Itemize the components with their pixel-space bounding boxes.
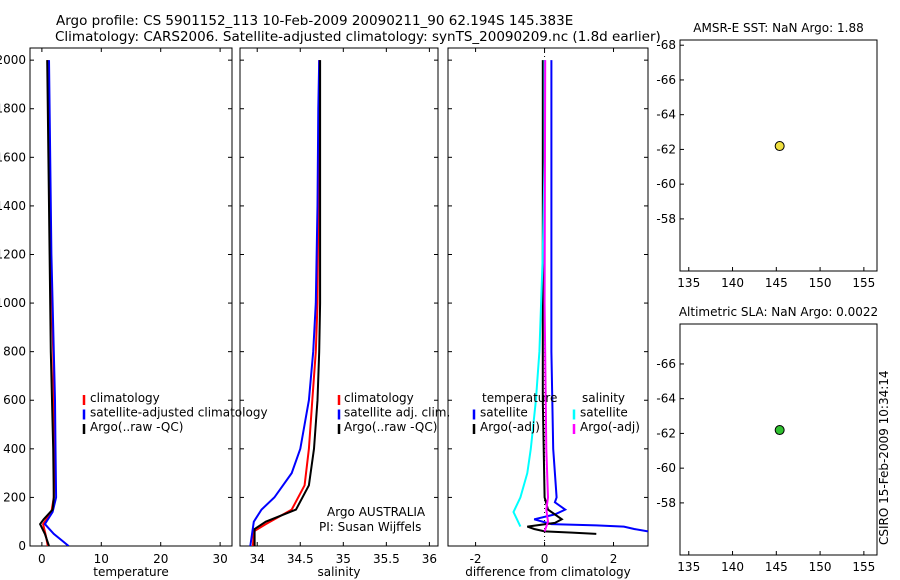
sst-map-xtick-label: 155 <box>852 276 875 290</box>
sst-map-ytick-label: -68 <box>656 38 676 52</box>
difference-legend-temperature-entry: Argo(-adj) <box>480 420 540 434</box>
sst-map-xtick-label: 150 <box>809 276 832 290</box>
figure-title-line1: Argo profile: CS 5901152_113 10-Feb-2009… <box>56 13 574 29</box>
difference-legend-salinity-entry: salinity <box>582 391 625 405</box>
temperature-ytick-label: 200 <box>3 490 26 504</box>
temperature-ytick-label: 1000 <box>0 296 26 310</box>
temperature-xtick-label: 30 <box>212 552 227 566</box>
temperature-ytick-label: 1800 <box>0 102 26 116</box>
sst-map-ytick-label: -58 <box>656 212 676 226</box>
salinity-xtick-label: 36 <box>422 552 437 566</box>
sla-map-ytick-label: -58 <box>656 496 676 510</box>
difference-xtick-label: 0 <box>541 552 549 566</box>
sla-map-xtick-label: 140 <box>721 560 744 574</box>
credit-stamp: CSIRO 15-Feb-2009 10:34:14 <box>877 370 891 545</box>
sla-map-ytick-label: -62 <box>656 426 676 440</box>
sla-map-ytick-label: -60 <box>656 461 676 475</box>
temperature-ytick-label: 0 <box>18 539 26 553</box>
salinity-legend-entry: Argo(..raw -QC) <box>344 420 437 434</box>
salinity-annotation-institution: Argo AUSTRALIA <box>327 505 426 519</box>
sst-map-xtick-label: 145 <box>765 276 788 290</box>
temperature-xtick-label: 10 <box>94 552 109 566</box>
temperature-series-group <box>38 60 70 546</box>
temperature-panel-frame <box>29 47 233 547</box>
sst-map-ytick-label: -62 <box>656 142 676 156</box>
salinity-legend-entry: climatology <box>344 391 414 405</box>
salinity-legend-entry: satellite adj. clim. <box>344 406 450 420</box>
salinity-series-line <box>249 60 321 546</box>
temperature-series-line <box>43 60 70 546</box>
temperature-xtick-label: 0 <box>38 552 46 566</box>
difference-xtick-label: 2 <box>610 552 618 566</box>
salinity-annotation-pi: PI: Susan Wijffels <box>319 520 421 534</box>
sla-map-xtick-label: 145 <box>765 560 788 574</box>
difference-series-group <box>512 60 648 535</box>
sst-map-ytick-label: -64 <box>656 108 676 122</box>
sla-map-ytick-label: -64 <box>656 392 676 406</box>
sla-map-xtick-label: 155 <box>852 560 875 574</box>
salinity-series-group <box>249 60 322 546</box>
salinity-xtick-label: 34 <box>250 552 265 566</box>
sst-map-frame <box>679 39 878 272</box>
sst-map-xtick-label: 140 <box>721 276 744 290</box>
salinity-xtick-label: 35 <box>336 552 351 566</box>
temperature-xtick-label: 20 <box>153 552 168 566</box>
sla-map-ytick-label: -66 <box>656 357 676 371</box>
sst-map-title: AMSR-E SST: NaN Argo: 1.88 <box>693 21 863 35</box>
temperature-ytick-label: 600 <box>3 393 26 407</box>
difference-series-line <box>543 60 550 532</box>
salinity-panel-frame <box>239 47 439 547</box>
salinity-xtick-label: 34.5 <box>287 552 314 566</box>
temperature-ytick-label: 1200 <box>0 247 26 261</box>
temperature-xlabel: temperature <box>93 565 168 579</box>
sst-map-xtick-label: 135 <box>677 276 700 290</box>
difference-legend-temperature-entry: satellite <box>480 406 528 420</box>
salinity-xtick-label: 35.5 <box>373 552 400 566</box>
difference-legend-salinity-entry: Argo(-adj) <box>580 420 640 434</box>
salinity-series-line <box>251 60 321 546</box>
temperature-ytick-label: 1400 <box>0 199 26 213</box>
figure-title-line2: Climatology: CARS2006. Satellite-adjuste… <box>55 29 661 45</box>
difference-legend-temperature-entry: temperature <box>482 391 557 405</box>
difference-series-line <box>512 60 546 528</box>
salinity-series-line <box>253 60 322 546</box>
temperature-ytick-label: 800 <box>3 345 26 359</box>
difference-xlabel: difference from climatology <box>465 565 631 579</box>
temperature-legend-entry: climatology <box>90 391 160 405</box>
temperature-legend-entry: Argo(..raw -QC) <box>90 420 183 434</box>
sla-map-xtick-label: 150 <box>809 560 832 574</box>
difference-xtick-label: -2 <box>470 552 482 566</box>
temperature-ytick-label: 1600 <box>0 150 26 164</box>
sst-map-float-marker <box>774 141 785 152</box>
temperature-series-line <box>38 60 55 546</box>
sla-map-frame <box>679 323 878 556</box>
temperature-legend-entry: satellite-adjusted climatology <box>90 406 268 420</box>
difference-legend-salinity-entry: satellite <box>580 406 628 420</box>
difference-panel-frame <box>447 47 649 547</box>
sla-map-title: Altimetric SLA: NaN Argo: 0.0022 <box>679 305 878 319</box>
salinity-xlabel: salinity <box>317 565 360 579</box>
sst-map-ytick-label: -66 <box>656 73 676 87</box>
sla-map-float-marker <box>774 425 785 436</box>
sla-map-xtick-label: 135 <box>677 560 700 574</box>
sst-map-ytick-label: -60 <box>656 177 676 191</box>
temperature-ytick-label: 2000 <box>0 53 26 67</box>
temperature-ytick-label: 400 <box>3 442 26 456</box>
difference-series-line <box>533 60 648 533</box>
difference-series-line <box>526 60 597 535</box>
